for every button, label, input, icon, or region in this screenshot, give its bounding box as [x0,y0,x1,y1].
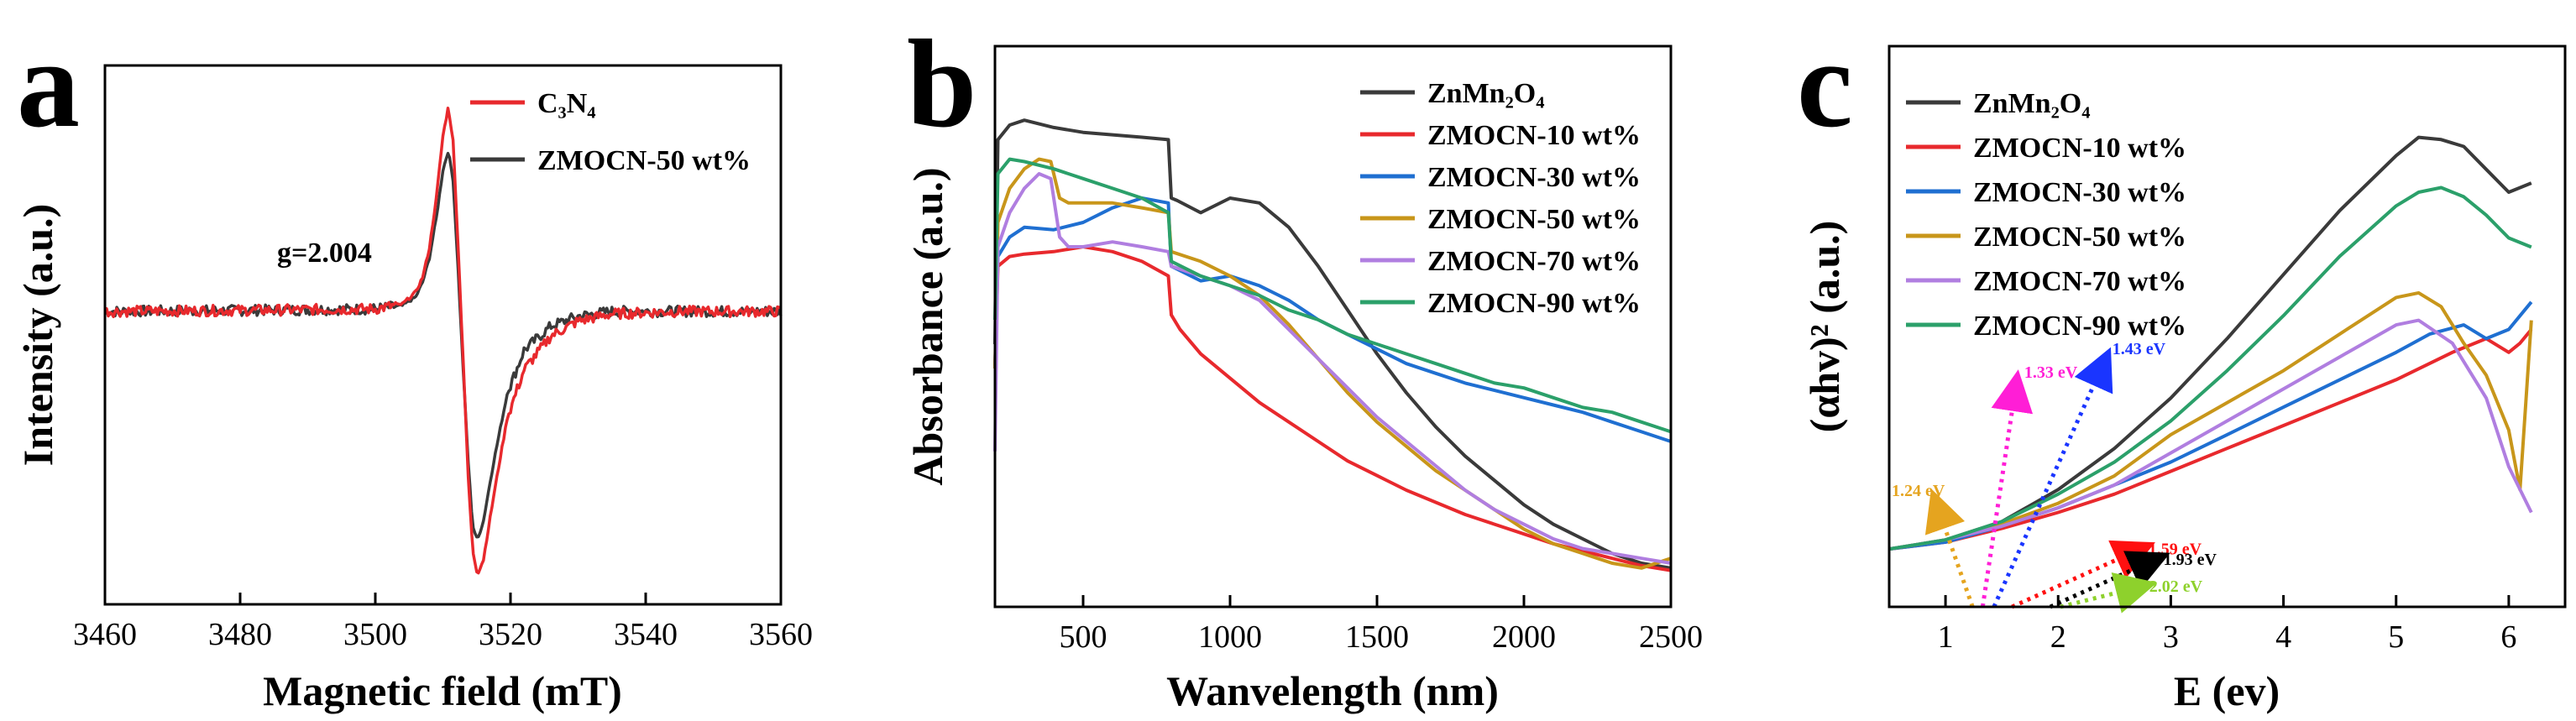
panel-a-legend: C₃N₄ ZMOCN-50 wt% [470,88,751,176]
c-legend-label-zmocn-30-wt: ZMOCN-30 wt% [1973,177,2186,208]
a-x-tick-label-3540: 3540 [614,617,678,652]
series-line-zmocn-70-wt [1888,318,2533,551]
series-line-zmocn-30-wt [993,196,1672,443]
x-tick-label-2500: 2500 [1639,619,1703,655]
panel-a-xlabel: Magnetic field (mT) [263,667,622,714]
band-gap-label-2-02-ev: 2.02 eV [2149,577,2203,596]
c-legend-label-zmocn-70-wt: ZMOCN-70 wt% [1973,266,2186,297]
series-line-znmn-o [1888,135,2532,551]
panel-a-frame [103,64,783,606]
band-gap-label-1-33-ev: 1.33 eV [2024,363,2078,382]
a-x-tick-label-3480: 3480 [208,617,272,652]
c-legend-label-zmocn-90-wt: ZMOCN-90 wt% [1973,311,2186,342]
panel-b-frame [993,44,1673,609]
x-tick-label-5: 5 [2388,619,2404,655]
legend-label-zmocn-50-wt: ZMOCN-50 wt% [1427,204,1641,235]
c-legend-label-zmocn-10-wt: ZMOCN-10 wt% [1973,133,2186,164]
a-x-tick-label-3520: 3520 [479,617,542,652]
panel-c-frame [1887,44,2567,609]
x-tick-label-6: 6 [2500,619,2516,655]
legend-label-zmocn-70-wt: ZMOCN-70 wt% [1427,246,1641,277]
panel-c-letter: c [1797,14,1853,154]
legend-label-zmocn-90-wt: ZMOCN-90 wt% [1427,288,1641,319]
x-tick-label-4: 4 [2275,619,2291,655]
panel-a-ylabel: Intensity (a.u.) [14,204,61,467]
panel-b-letter: b [907,14,976,154]
band-gap-arrow-1-43-ev [1992,347,2113,609]
series-line-zmocn-90-wt [1888,185,2532,551]
series-line-zmocn-70-wt [993,172,1672,565]
series-line-znmn-o [993,118,1672,570]
g-value-annotation: g=2.004 [277,238,372,269]
x-tick-label-1500: 1500 [1345,619,1409,655]
panel-b-ylabel: Absorbance (a.u.) [904,167,951,485]
series-line-zmocn-50-wt [993,157,1672,570]
panel-c: c 1 2 3 4 5 61.24 eV1.33 eV1.43 eV1.59 eV1.93… [1797,14,2567,714]
panel-b-xlabel: Wanvelength (nm) [1166,667,1499,714]
a-x-tick-label-3560: 3560 [749,617,813,652]
panel-a: a 3460 3480 3500 3520 3540 3560 Magnetic fiel… [14,14,813,714]
panel-c-plot: 1 2 3 4 5 61.24 eV1.33 eV1.43 eV1.59 eV1.93 e… [1888,135,2533,655]
c-legend-label-znmn-o: ZnMn₂O₄ [1973,88,2090,119]
x-tick-label-1000: 1000 [1198,619,1262,655]
legend-label-zmocn-10-wt: ZMOCN-10 wt% [1427,120,1641,151]
x-tick-label-3: 3 [2163,619,2179,655]
band-gap-arrow-1-93-ev [2049,551,2170,609]
legend-label-zmocn-30-wt: ZMOCN-30 wt% [1427,162,1641,193]
legend-label-zmocn50: ZMOCN-50 wt% [537,145,751,176]
panel-b: b 500 1000 1500 2000 2500 Wanvelength (nm) A… [904,14,1703,714]
band-gap-arrow-2-02-ev [2060,572,2158,614]
panel-c-ylabel: (αhv)² (a.u.) [1801,221,1848,433]
series-line-zmocn-50-wt [1888,290,2533,551]
x-tick-label-2000: 2000 [1492,619,1556,655]
series-line-zmocn-10-wt [993,245,1672,572]
series-line-zmocn-50-wt [104,151,783,539]
band-gap-label-1-24-ev: 1.24 eV [1892,482,1945,500]
panel-a-letter: a [17,14,80,154]
legend-label-znmn-o: ZnMn₂O₄ [1427,78,1544,109]
series-line-zmocn-90-wt [993,157,1672,434]
band-gap-arrow-1-59-ev [2011,540,2155,609]
x-tick-label-1: 1 [1938,619,1954,655]
panel-b-legend: ZnMn₂O₄ ZMOCN-10 wt% ZMOCN-30 wt% ZMOCN-50 … [1360,78,1641,319]
series-line-zmocn-10-wt [1888,328,2533,551]
band-gap-label-1-43-ev: 1.43 eV [2113,340,2166,358]
panel-b-plot: 500 1000 1500 2000 2500 [993,118,1703,655]
legend-label-c3n4: C₃N₄ [537,88,596,119]
band-gap-arrow-1-24-ev [1924,489,1975,608]
panel-a-plot: 3460 3480 3500 3520 3540 3560 [73,107,813,652]
a-x-tick-label-3460: 3460 [73,617,137,652]
a-x-tick-label-3500: 3500 [343,617,407,652]
x-tick-label-500: 500 [1060,619,1107,655]
c-legend-label-zmocn-50-wt: ZMOCN-50 wt% [1973,222,2186,253]
panel-c-xlabel: E (ev) [2174,667,2280,714]
band-gap-arrow-1-33-ev [1980,369,2034,608]
panel-c-legend: ZnMn₂O₄ ZMOCN-10 wt% ZMOCN-30 wt% ZMOCN-50 … [1906,88,2186,342]
band-gap-label-1-93-ev: 1.93 eV [2164,551,2217,569]
series-line-c-n [103,107,782,575]
x-tick-label-2: 2 [2050,619,2066,655]
